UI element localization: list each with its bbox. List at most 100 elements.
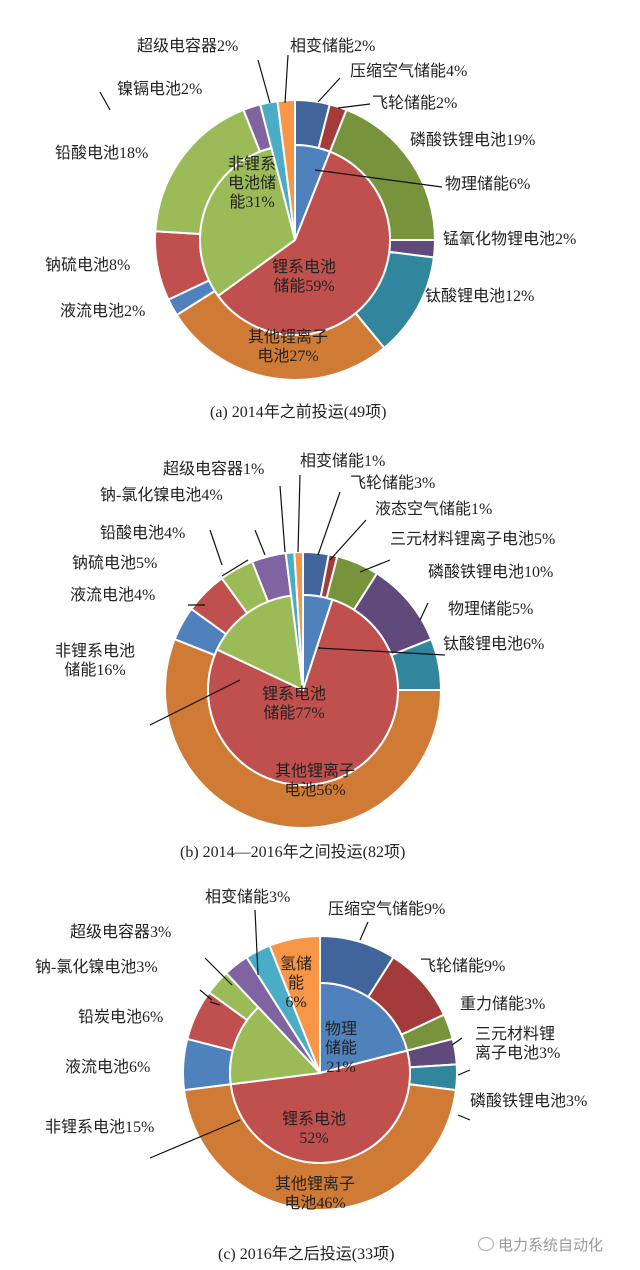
outer-slice-label: 其他锂离子 电池56 [275,762,355,800]
slice-label-value: 52 [299,1130,328,1147]
slice-label-value: 2 [124,303,145,320]
outer-slice-label: 相变储能1 [300,452,385,471]
slice-label-value: 4 [201,487,222,504]
leader-line [329,519,367,561]
slice-label-text: 其他锂离子 电池 [248,329,329,365]
leader-line [254,529,266,556]
outer-slice-label: 相变储能3 [205,888,290,907]
slice-label-value: 5 [512,601,533,618]
outer-slice-label: 液流电池6 [65,1058,150,1077]
inner-slice-label: 锂系电池 储能77 [262,685,326,723]
slice-label-text: 钠硫电池 [45,257,110,274]
slice-label-value: 3 [269,889,290,906]
leader-line [337,103,371,109]
slice-label-value: 19 [506,132,535,149]
outer-slice-label: 飞轮储能2 [372,94,457,113]
slice-label-value: 1 [471,501,492,518]
watermark: 电力系统自动化 [478,1234,603,1255]
leader-line [254,909,259,976]
slice-label-value: 3 [136,959,157,976]
outer-slice-label: 铅炭电池6 [78,1008,163,1027]
chart-caption: (a) 2014年之前投运(49项) [210,404,387,421]
inner-slice [216,150,391,336]
outer-slice-label: 钠-氯化镍电池4 [100,486,223,505]
outer-slice-label: 压缩空气储能4 [350,62,467,81]
slice-label-value: 2 [436,95,457,112]
chart-caption: (b) 2014—2016年之间投运(82项) [180,844,406,861]
slice-label-value: 3 [566,1093,587,1110]
slice-label-text: 压缩空气储能 [350,63,447,80]
leader-line [297,474,301,553]
outer-slice-label: 磷酸铁锂电池19 [410,131,535,150]
slice-label-value: 9 [484,958,505,975]
slice-label-text: 钠-氯化镍电池 [100,487,202,504]
leader-line [149,1119,241,1159]
outer-slice-label: 三元材料锂离子电池5 [390,530,555,549]
slice-label-text: 物理 储能 [325,1021,358,1057]
slice-label-text: 超级电容器 [137,38,218,55]
outer-slice-label: 超级电容器3 [70,923,171,942]
outer-slice-label: 液流电池4 [70,586,155,605]
inner-slice [207,598,399,786]
slice-label-text: 锂系电池 储能 [262,686,327,722]
slice-label-text: 镍镉电池 [117,81,182,98]
slice-label-text: 液流电池 [70,587,135,604]
slice-label-value: 4 [164,525,185,542]
slice-label-value: 3 [524,996,545,1013]
leader-line [284,54,289,104]
slice-label-text: 其他锂离子 电池 [275,763,356,799]
slice-label-text: 钠-氯化镍电池 [35,959,137,976]
slice-label-text: 磷酸铁锂电池 [470,1093,567,1110]
inner-slice-label: 物理储能5 [448,600,533,619]
inner-slice-label: 锂系电池 储能59 [272,258,336,296]
watermark-text: 电力系统自动化 [498,1236,604,1254]
outer-slice-label: 重力储能3 [460,995,545,1014]
inner-slice-label: 非锂系电池15 [45,1118,154,1137]
leader-line [149,679,241,726]
slice-label-text: 飞轮储能 [350,475,415,492]
inner-slice-label: 非锂系电池 储能16 [55,642,135,680]
slice-label-text: 铅炭电池 [78,1009,143,1026]
slice-label-text: 铅酸电池 [100,525,165,542]
outer-slice-label: 相变储能2 [290,37,375,56]
slice-label-value: 2 [181,81,202,98]
slice-label-text: 飞轮储能 [372,95,437,112]
outer-slice-label: 三元材料锂 离子电池3 [475,1025,560,1063]
slice-label-text: 非锂系电池 [45,1119,126,1136]
slice-label-value: 3 [414,475,435,492]
outer-slice-label: 镍镉电池2 [117,80,202,99]
slice-label-value: 5 [136,555,157,572]
outer-slice-label: 液流电池2 [60,302,145,321]
leader-line [457,1069,471,1076]
leader-line [209,1001,221,1006]
slice-label-value: 56 [316,782,345,799]
outer-slice-label: 钛酸锂电池6 [443,635,544,654]
slice-label-text: 液流电池 [65,1059,130,1076]
slice-label-text: 非锂系 电池储 能 [228,156,277,211]
slice-label-value: 31 [245,194,274,211]
outer-slice-label: 钠-氯化镍电池3 [35,958,158,977]
slice-label-value: 27 [289,348,318,365]
leader-line [99,91,111,111]
slice-label-text: 钛酸锂电池 [425,288,506,305]
slice-label-value: 16 [96,662,125,679]
slice-label-value: 4 [446,63,467,80]
slice-label-value: 2 [354,38,375,55]
slice-label-text: 相变储能 [300,453,365,470]
outer-slice-label: 磷酸铁锂电池10 [428,563,553,582]
slice-label-value: 9 [424,901,445,918]
slice-label-value: 6 [523,636,544,653]
leader-line [419,602,429,621]
slice-label-value: 5 [534,531,555,548]
slice-label-value: 4 [134,587,155,604]
outer-slice-label: 压缩空气储能9 [328,900,445,919]
slice-label-text: 铅酸电池 [55,145,120,162]
leader-line [279,485,286,553]
slice-label-text: 钠硫电池 [72,555,137,572]
leader-line [257,59,271,104]
slice-label-value: 6 [509,176,530,193]
slice-label-text: 三元材料锂离子电池 [390,531,535,548]
outer-slice-label: 钠硫电池8 [45,256,130,275]
inner-slice [319,981,409,1075]
